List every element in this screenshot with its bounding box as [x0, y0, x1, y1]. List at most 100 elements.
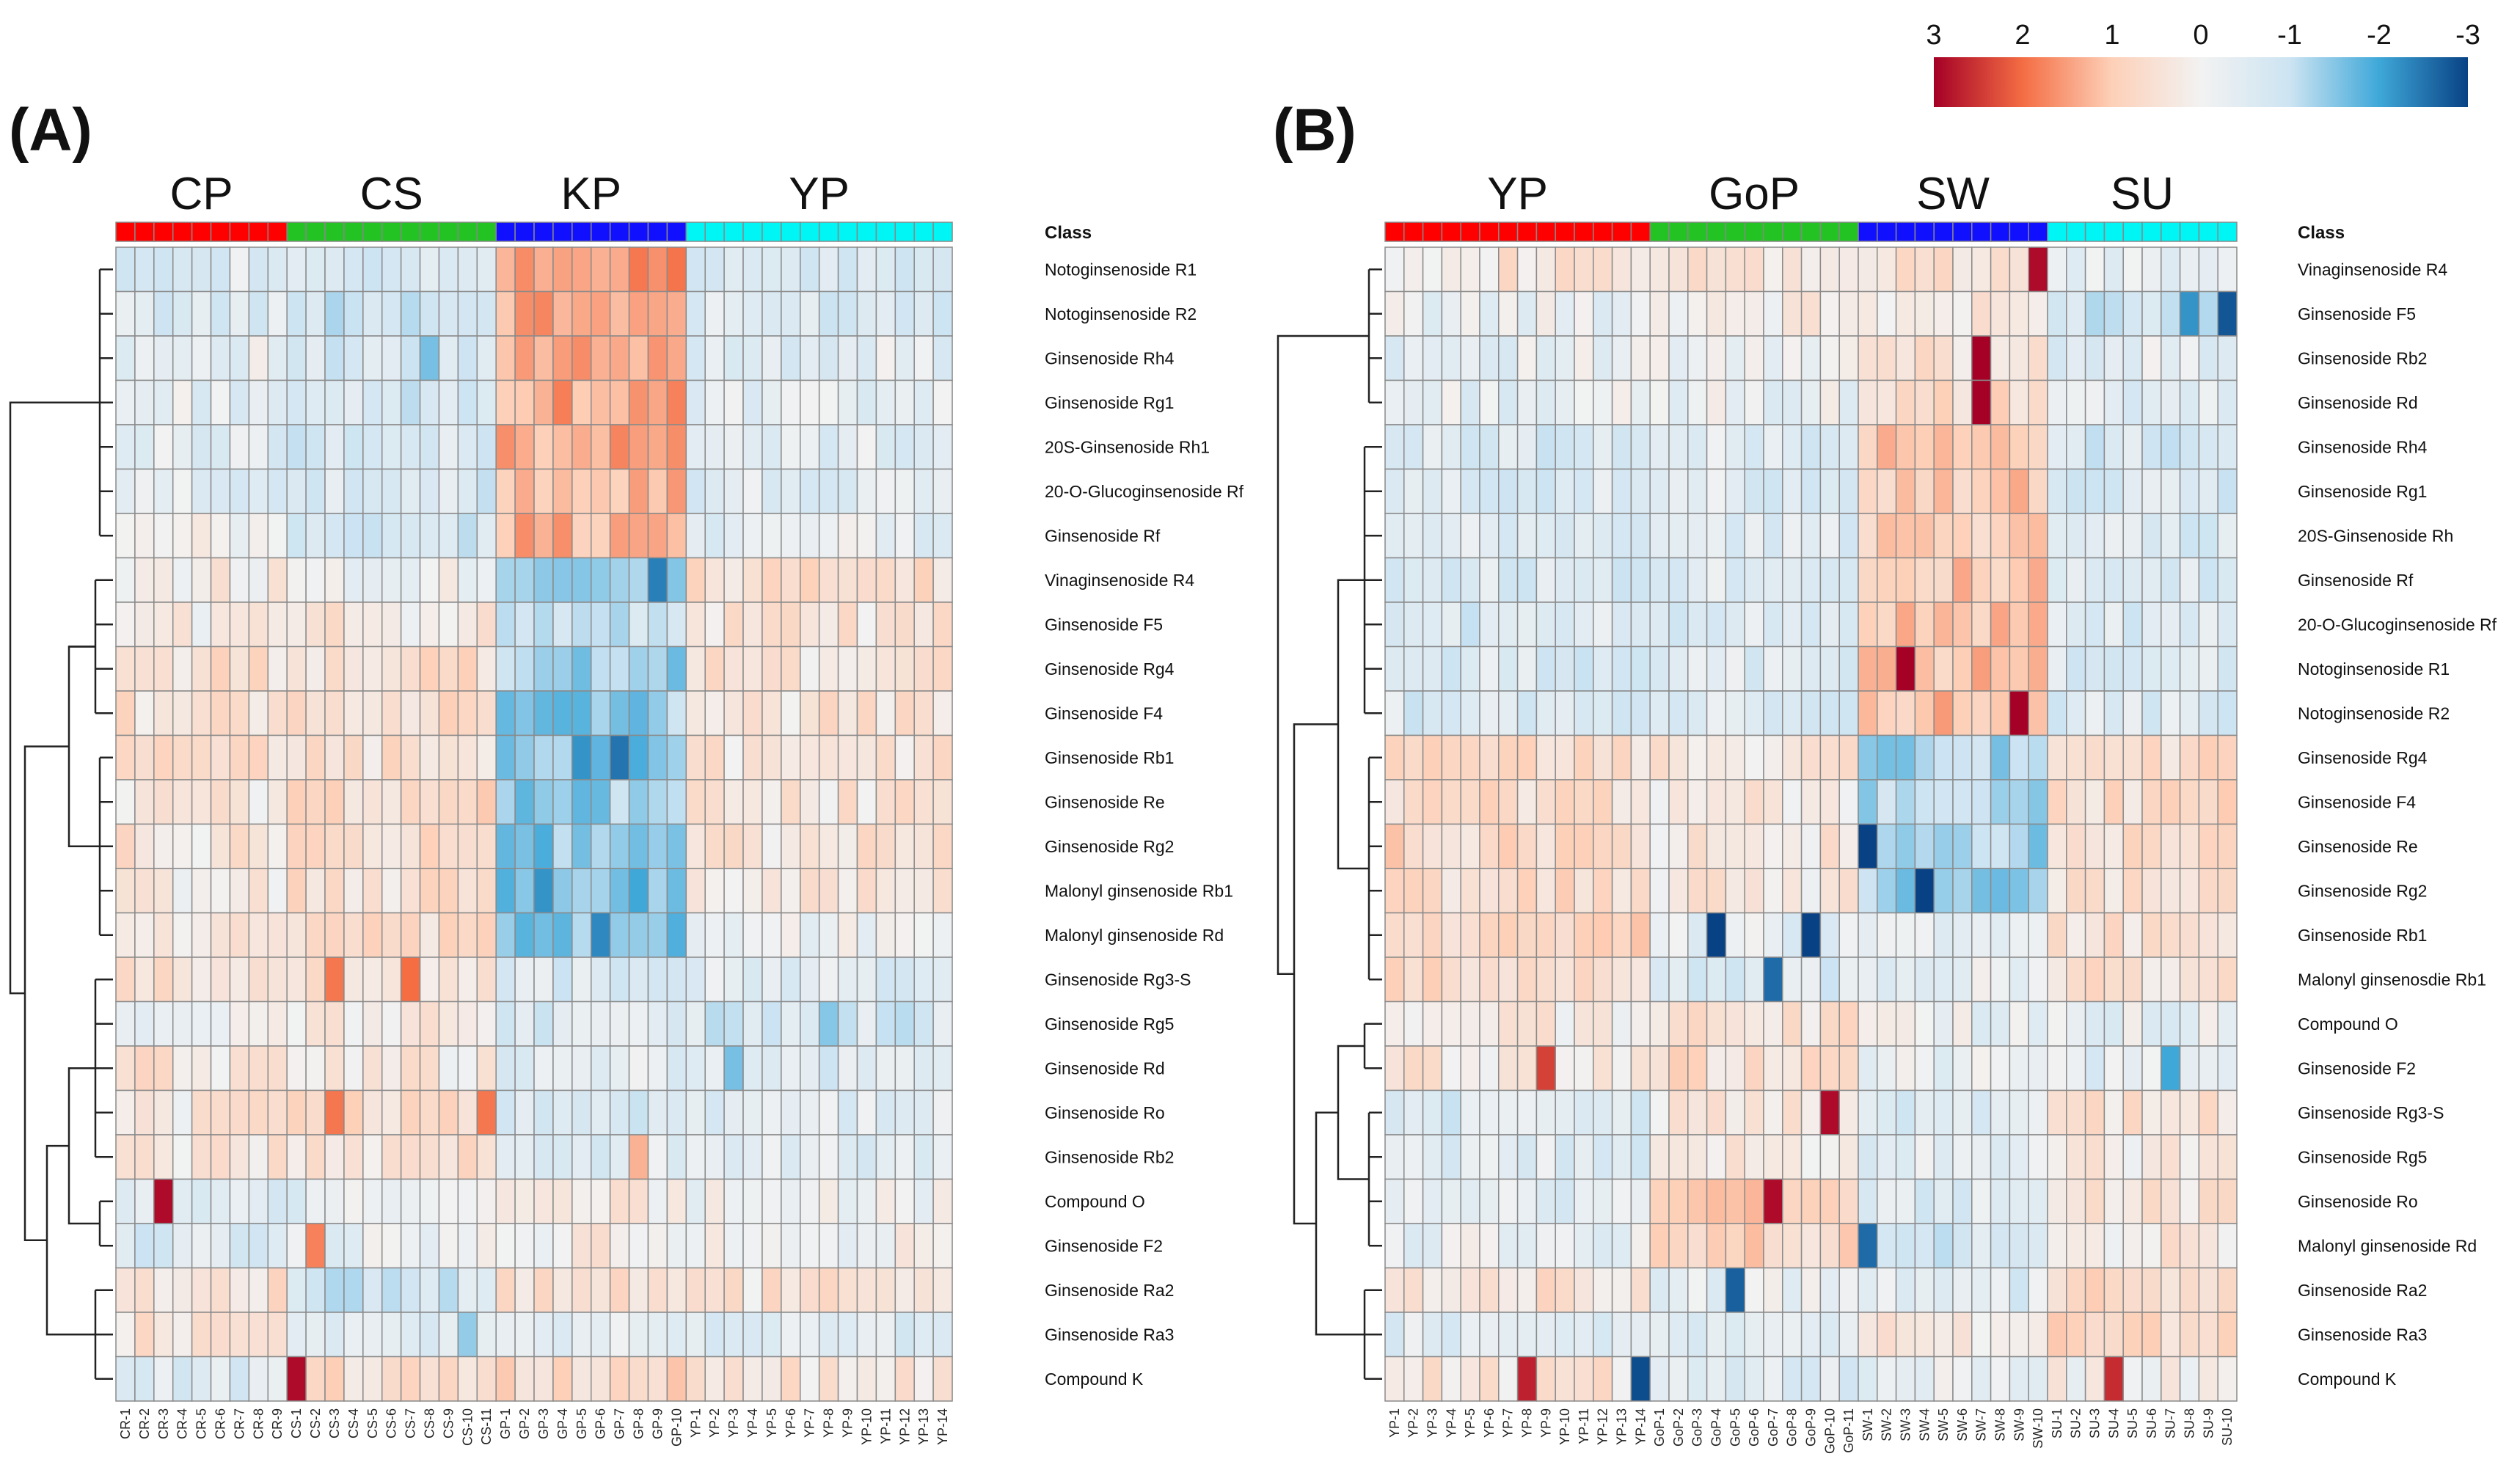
heatmap-cell [571, 1267, 592, 1313]
heatmap-cell [1782, 957, 1803, 1003]
class-bar-cell [1422, 222, 1443, 242]
heatmap-cell [1649, 1089, 1670, 1136]
class-bar-cell [381, 222, 402, 242]
heatmap-cell [666, 1045, 687, 1091]
heatmap-cell [1952, 1045, 1973, 1091]
heatmap-cell [1706, 912, 1727, 958]
heatmap-cell [191, 468, 212, 514]
heatmap-cell [2141, 1178, 2162, 1224]
heatmap-cell [1630, 557, 1651, 603]
class-bar-cell [666, 222, 687, 242]
heatmap-cell [875, 1001, 896, 1047]
heatmap-cell [172, 646, 193, 692]
heatmap-cell [400, 335, 421, 381]
heatmap-cell [1630, 424, 1651, 470]
heatmap-cell [1895, 690, 1916, 736]
heatmap-cell [305, 779, 326, 825]
heatmap-cell [2066, 1223, 2086, 1269]
heatmap-cell [1535, 1089, 1556, 1136]
heatmap-cell [1800, 379, 1822, 425]
heatmap-cell [1782, 335, 1803, 381]
heatmap-cell [1498, 557, 1519, 603]
heatmap-cell [2066, 379, 2086, 425]
heatmap-cell [1858, 1356, 1878, 1402]
heatmap-cell [457, 823, 478, 869]
heatmap-cell [381, 957, 402, 1003]
heatmap-cell [723, 1001, 744, 1047]
heatmap-cell [932, 912, 953, 958]
heatmap-cell [1800, 1001, 1822, 1047]
heatmap-cell [457, 335, 478, 381]
heatmap-cell [1611, 1089, 1632, 1136]
heatmap-cell [1895, 290, 1916, 337]
heatmap-cell [2198, 734, 2218, 780]
heatmap-cell [2103, 601, 2124, 648]
heatmap-cell [1952, 379, 1973, 425]
heatmap-cell [1971, 1312, 1992, 1358]
heatmap-cell [800, 290, 820, 337]
heatmap-cell [324, 912, 345, 958]
heatmap-cell [438, 1267, 459, 1313]
heatmap-cell [2141, 912, 2162, 958]
heatmap-cell [2141, 868, 2162, 914]
heatmap-cell [134, 513, 155, 559]
heatmap-cell [628, 1312, 649, 1358]
heatmap-cell [1593, 957, 1613, 1003]
heatmap-cell [153, 823, 174, 869]
heatmap-cell [1933, 468, 1954, 514]
heatmap-cell [2217, 1134, 2238, 1180]
heatmap-cell [1838, 424, 1859, 470]
heatmap-cell [762, 1312, 782, 1358]
class-bar-cell [533, 222, 554, 242]
heatmap-cell [1971, 1356, 1992, 1402]
heatmap-cell [647, 1267, 668, 1313]
heatmap-cell [781, 1134, 801, 1180]
heatmap-cell [1687, 379, 1708, 425]
heatmap-cell [875, 1223, 896, 1269]
heatmap-cell [1555, 957, 1575, 1003]
heatmap-cell [2217, 646, 2238, 692]
heatmap-cell [191, 290, 212, 337]
heatmap-cell [1460, 424, 1480, 470]
heatmap-cell [1687, 601, 1708, 648]
heatmap-cell [1630, 1312, 1651, 1358]
heatmap-cell [1403, 734, 1424, 780]
column-label: SU-2 [2069, 1408, 2083, 1438]
heatmap-cell [800, 1267, 820, 1313]
heatmap-cell [153, 557, 174, 603]
heatmap-cell [1668, 1223, 1689, 1269]
heatmap-cell [495, 690, 516, 736]
heatmap-cell [856, 1312, 877, 1358]
heatmap-cell [229, 513, 250, 559]
heatmap-cell [800, 246, 820, 293]
heatmap-cell [1838, 957, 1859, 1003]
heatmap-cell [1971, 1223, 1992, 1269]
heatmap-cell [1990, 513, 2011, 559]
heatmap-cell [856, 1223, 877, 1269]
heatmap-cell [704, 1045, 725, 1091]
column-label: SU-3 [2088, 1408, 2103, 1438]
heatmap-cell [609, 601, 630, 648]
heatmap-cell [1858, 290, 1878, 337]
heatmap-cell [1630, 1223, 1651, 1269]
heatmap-cell [2028, 601, 2048, 648]
heatmap-cell [1535, 690, 1556, 736]
heatmap-cell [1990, 734, 2011, 780]
heatmap-cell [2103, 1178, 2124, 1224]
heatmap-cell [1384, 1312, 1405, 1358]
heatmap-cell [2122, 646, 2143, 692]
column-label: YP-11 [1577, 1408, 1591, 1444]
heatmap-cell [2217, 823, 2238, 869]
heatmap-cell [2009, 379, 2029, 425]
heatmap-cell [1877, 1356, 1897, 1402]
heatmap-cell [2066, 1089, 2086, 1136]
heatmap-cell [552, 1001, 573, 1047]
heatmap-cell [2122, 335, 2143, 381]
heatmap-cell [552, 1178, 573, 1224]
heatmap-cell [1441, 957, 1461, 1003]
heatmap-cell [1858, 246, 1878, 293]
heatmap-cell [781, 379, 801, 425]
heatmap-cell [894, 1001, 915, 1047]
heatmap-cell [153, 513, 174, 559]
heatmap-cell [2122, 823, 2143, 869]
